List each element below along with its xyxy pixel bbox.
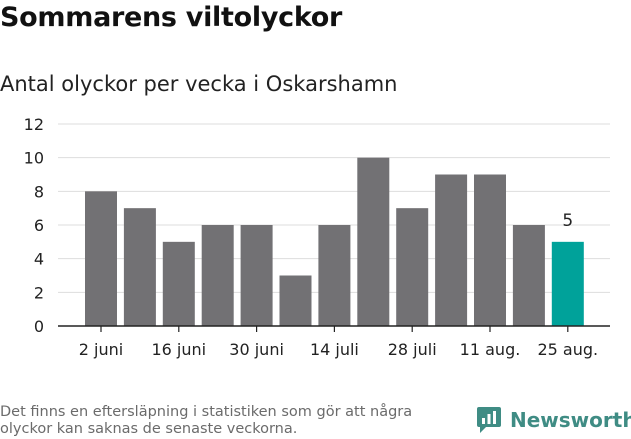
- bar-chart: 0 2 4 6 8 10 12 2 juni 16 juni 30 juni 14 juli 28 …: [24, 115, 610, 359]
- bar: [201, 225, 234, 326]
- bar: [318, 225, 351, 326]
- newsworthy-logo: Newsworthy: [476, 406, 631, 434]
- bar: [162, 241, 195, 326]
- footnote: Det finns en eftersläpning i statistiken…: [0, 404, 413, 437]
- bar: [123, 208, 156, 326]
- bar-chart-speech-bubble-icon: [477, 407, 501, 433]
- x-tick-label: 16 juni: [151, 340, 206, 359]
- x-tick-label: 30 juni: [229, 340, 284, 359]
- bar: [357, 157, 390, 326]
- bar: [551, 241, 584, 326]
- y-tick-label: 6: [34, 216, 44, 235]
- x-tick-label: 14 juli: [310, 340, 359, 359]
- y-tick-label: 8: [34, 182, 44, 201]
- data-label: 5: [562, 211, 573, 231]
- bars: [85, 157, 584, 326]
- chart-subtitle: Antal olyckor per vecka i Oskarshamn: [0, 72, 398, 96]
- y-tick-label: 12: [24, 115, 44, 134]
- bar: [240, 225, 273, 326]
- bar: [474, 174, 506, 326]
- bar: [85, 191, 117, 326]
- y-tick-label: 4: [34, 250, 44, 269]
- chart-title: Sommarens viltolyckor: [0, 2, 343, 33]
- y-tick-label: 2: [34, 283, 44, 302]
- x-tick-label: 2 juni: [79, 340, 123, 359]
- bar: [279, 275, 312, 326]
- x-tick-label: 28 juli: [388, 340, 437, 359]
- x-tick-label: 11 aug.: [460, 340, 521, 359]
- bar: [512, 225, 545, 326]
- brand-name: Newsworthy: [510, 408, 631, 432]
- x-axis: 2 juni 16 juni 30 juni 14 juli 28 juli 11 aug…: [58, 325, 610, 359]
- data-labels: 5: [562, 211, 573, 231]
- bar: [435, 174, 468, 326]
- x-tick-label: 25 aug.: [537, 340, 598, 359]
- y-axis-labels: 0 2 4 6 8 10 12: [24, 115, 44, 336]
- bar: [396, 208, 429, 326]
- y-tick-label: 10: [24, 149, 44, 168]
- y-tick-label: 0: [34, 317, 44, 336]
